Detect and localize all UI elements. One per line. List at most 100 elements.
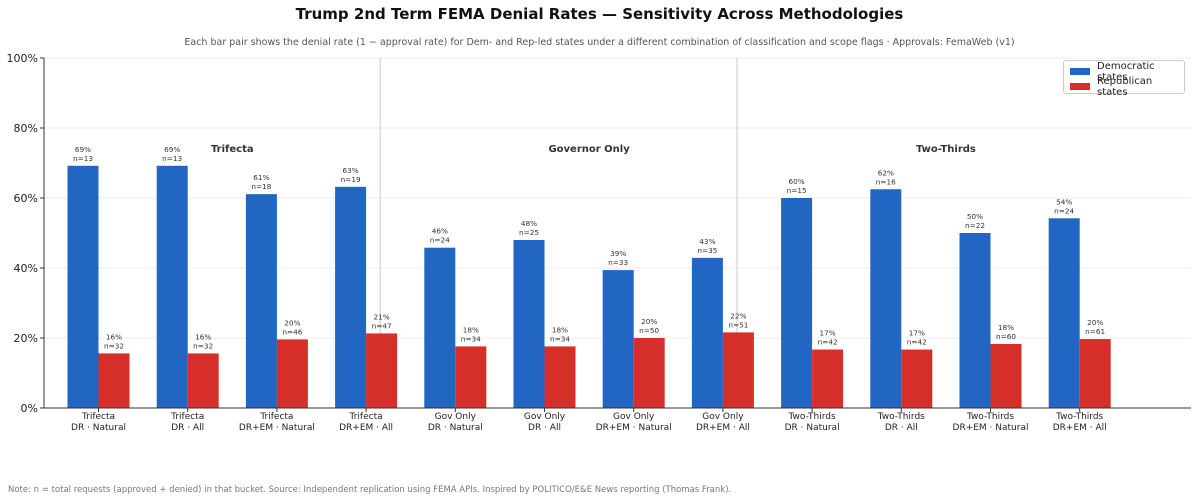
bar-rep [812, 349, 844, 408]
bar-n-label-dem: n=16 [876, 177, 896, 186]
x-tick-label-line2: DR+EM · All [339, 423, 393, 433]
bar-dem [959, 233, 991, 408]
x-tick-label-line1: Gov Only [613, 412, 655, 422]
bar-value-label-dem: 69% [75, 145, 91, 154]
bar-value-label-dem: 63% [342, 166, 358, 175]
bar-n-label-dem: n=13 [162, 154, 182, 163]
x-tick-label-line1: Gov Only [524, 412, 566, 422]
legend: Democratic states Republican states [1063, 60, 1185, 98]
bar-rep [901, 349, 933, 408]
bar-value-label-dem: 61% [253, 173, 269, 182]
x-tick-label-line2: DR+EM · Natural [596, 423, 672, 433]
x-tick-label-line1: Two-Thirds [966, 412, 1014, 422]
group-label: Trifecta [211, 144, 254, 155]
bar-n-label-dem: n=35 [697, 246, 717, 255]
bar-value-label-rep: 18% [552, 325, 568, 334]
x-tick-label-line2: DR · All [528, 423, 561, 433]
bar-value-label-dem: 39% [610, 249, 626, 258]
bar-dem [870, 189, 902, 408]
bar-value-label-rep: 18% [463, 325, 479, 334]
bar-dem [67, 165, 99, 408]
bar-n-label-dem: n=13 [73, 154, 93, 163]
bar-n-label-rep: n=42 [907, 338, 927, 347]
y-tick-label: 40% [14, 262, 38, 275]
bar-value-label-dem: 54% [1056, 197, 1072, 206]
bar-n-label-rep: n=34 [461, 334, 481, 343]
bar-value-label-dem: 62% [878, 168, 894, 177]
y-tick-label: 100% [7, 52, 38, 65]
bar-value-label-rep: 17% [819, 329, 835, 338]
bar-n-label-dem: n=24 [1054, 206, 1074, 215]
bar-n-label-rep: n=42 [818, 338, 838, 347]
bar-value-label-rep: 21% [373, 312, 389, 321]
y-tick-label: 20% [14, 332, 38, 345]
bar-dem [781, 198, 813, 408]
x-tick-label-line1: Trifecta [81, 412, 115, 422]
bar-dem [424, 247, 456, 408]
bar-chart: 0% 20% 40% 60% 80% 100% Trifecta Governor Only T… [7, 52, 1191, 433]
bar-dem [1048, 218, 1080, 408]
bar-rep [633, 338, 665, 408]
x-tick-label-line2: DR · Natural [428, 423, 483, 433]
bar-value-label-rep: 22% [730, 311, 746, 320]
bar-n-label-rep: n=50 [639, 326, 659, 335]
x-tick-label-line2: DR · All [171, 423, 204, 433]
x-tick-label-line1: Trifecta [349, 412, 383, 422]
bar-n-label-rep: n=46 [282, 327, 302, 336]
bar-rep [455, 346, 487, 408]
bar-dem [156, 165, 188, 408]
bar-value-label-rep: 20% [641, 317, 657, 326]
bar-n-label-dem: n=33 [608, 258, 628, 267]
bar-dem [245, 194, 277, 408]
x-tick-label-line2: DR+EM · All [696, 423, 750, 433]
chart-title: Trump 2nd Term FEMA Denial Rates — Sensi… [295, 5, 904, 23]
bar-value-label-dem: 69% [164, 145, 180, 154]
x-tick-label-line1: Two-Thirds [1055, 412, 1103, 422]
bar-n-label-dem: n=25 [519, 228, 539, 237]
chart-subtitle: Each bar pair shows the denial rate (1 −… [184, 37, 1015, 48]
bar-dem [513, 240, 545, 408]
x-tick-label-line1: Two-Thirds [877, 412, 925, 422]
x-tick-label-line1: Two-Thirds [788, 412, 836, 422]
x-tick-label-line2: DR+EM · Natural [953, 423, 1029, 433]
legend-entry-dem: Democratic states [1070, 61, 1178, 83]
bar-n-label-dem: n=24 [430, 236, 450, 245]
x-tick-label-line2: DR+EM · Natural [239, 423, 315, 433]
bar-n-label-rep: n=34 [550, 334, 570, 343]
bar-value-label-rep: 16% [106, 332, 122, 341]
y-tick-label: 60% [14, 192, 38, 205]
bar-dem [602, 270, 634, 408]
bar-n-label-rep: n=60 [996, 332, 1016, 341]
bar-rep [276, 339, 308, 408]
bar-rep [544, 346, 576, 408]
x-tick-label-line2: DR · All [885, 423, 918, 433]
bar-rep [366, 333, 398, 408]
bar-value-label-rep: 16% [195, 332, 211, 341]
bar-rep [187, 353, 219, 408]
bar-rep [990, 343, 1022, 408]
footnote: Note: n = total requests (approved + den… [8, 485, 732, 495]
bar-value-label-dem: 43% [699, 237, 715, 246]
bar-n-label-rep: n=32 [193, 341, 213, 350]
x-tick-label-line1: Trifecta [170, 412, 204, 422]
x-tick-label-line1: Gov Only [702, 412, 744, 422]
x-tick-label-line2: DR+EM · All [1053, 423, 1107, 433]
bar-n-label-dem: n=15 [787, 186, 807, 195]
legend-entry-rep: Republican states [1070, 76, 1178, 98]
bar-value-label-dem: 48% [521, 219, 537, 228]
bar-rep [1079, 339, 1111, 408]
bar-n-label-dem: n=19 [341, 175, 361, 184]
bar-value-label-rep: 18% [998, 323, 1014, 332]
group-label: Two-Thirds [916, 144, 976, 155]
bar-n-label-rep: n=61 [1085, 327, 1105, 336]
bar-value-label-dem: 46% [432, 227, 448, 236]
bar-value-label-rep: 20% [284, 318, 300, 327]
bar-value-label-rep: 17% [909, 329, 925, 338]
bar-n-label-dem: n=22 [965, 221, 985, 230]
bar-dem [691, 257, 723, 408]
x-tick-label-line1: Gov Only [435, 412, 477, 422]
bar-value-label-rep: 20% [1087, 318, 1103, 327]
bar-rep [722, 332, 754, 408]
legend-label-dem: Democratic states [1097, 60, 1155, 83]
bar-n-label-dem: n=18 [251, 182, 271, 191]
